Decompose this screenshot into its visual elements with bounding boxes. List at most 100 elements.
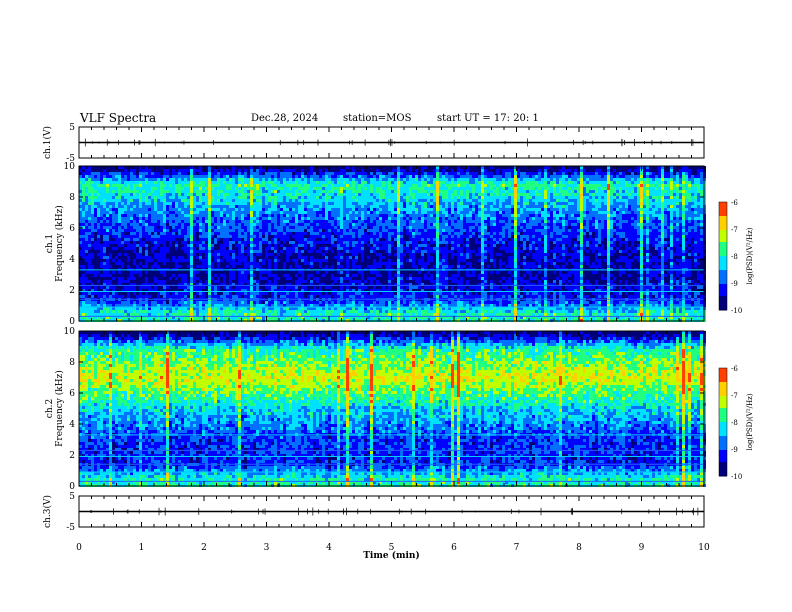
colorbar-cell — [719, 438, 727, 441]
colorbar-cell — [719, 296, 727, 299]
colorbar-cell — [719, 270, 727, 273]
x-tick-label: 9 — [639, 543, 645, 553]
colorbar-cell — [719, 392, 727, 395]
colorbar-cell — [719, 306, 727, 309]
colorbar-cell — [719, 244, 727, 247]
colorbar-cell — [719, 460, 727, 463]
colorbar-cell — [719, 294, 727, 297]
colorbar-cell — [719, 440, 727, 443]
colorbar-cell — [719, 448, 727, 451]
colorbar-cell — [719, 206, 727, 209]
x-tick-label: 7 — [514, 543, 520, 553]
colorbar-cell — [719, 272, 727, 275]
colorbar-cell — [719, 236, 727, 239]
y-tick-label: 2 — [69, 451, 75, 461]
colorbar-frame — [718, 201, 728, 311]
colorbar-cell — [719, 242, 727, 245]
colorbar-cell — [719, 252, 727, 255]
y-tick-label: 10 — [64, 327, 76, 337]
y-tick-label: 5 — [69, 492, 75, 502]
colorbar-cell — [719, 254, 727, 257]
colorbar-cell — [719, 404, 727, 407]
chart-title: VLF Spectra — [80, 111, 156, 125]
colorbar-cell — [719, 462, 727, 465]
colorbar-cell — [719, 268, 727, 271]
colorbar-cell — [719, 300, 727, 303]
colorbar-cell — [719, 238, 727, 241]
colorbar-tick-label: -8 — [731, 253, 738, 261]
colorbar-cell — [719, 210, 727, 213]
colorbar-label: log(PSD)(V²/Hz) — [746, 227, 754, 284]
colorbar-cell — [719, 218, 727, 221]
x-tick-label: 1 — [139, 543, 145, 553]
colorbar-cell — [719, 374, 727, 377]
y-tick-label: 6 — [69, 389, 75, 399]
colorbar-cell — [719, 208, 727, 211]
y-tick-label: -5 — [66, 154, 75, 164]
colorbar-tick-label: -6 — [731, 199, 738, 207]
colorbar-cell — [719, 250, 727, 253]
colorbar-tick-label: -9 — [731, 446, 738, 454]
colorbar-frame — [718, 367, 728, 477]
x-tick-label: 4 — [326, 543, 332, 553]
colorbar-cell — [719, 286, 727, 289]
colorbar-tick-label: -10 — [731, 473, 742, 481]
colorbar-cell — [719, 402, 727, 405]
colorbar-cell — [719, 398, 727, 401]
colorbar-cell — [719, 420, 727, 423]
y-axis-label: Frequency (kHz) — [54, 370, 65, 447]
y-tick-label: 6 — [69, 224, 75, 234]
colorbar-cell — [719, 284, 727, 287]
y-tick-label: 0 — [69, 482, 75, 492]
station-label: station=MOS — [343, 113, 411, 124]
colorbar-cell — [719, 248, 727, 251]
colorbar-cell — [719, 266, 727, 269]
colorbar-tick-label: -9 — [731, 280, 738, 288]
spectrogram-ch2 — [79, 331, 706, 487]
y-axis-label: ch.1 — [45, 234, 55, 253]
x-tick-label: 6 — [451, 543, 457, 553]
colorbar-cell — [719, 224, 727, 227]
colorbar-cell — [719, 430, 727, 433]
colorbar-cell — [719, 262, 727, 265]
date-label: Dec.28, 2024 — [251, 113, 318, 124]
y-tick-label: 4 — [69, 420, 75, 430]
colorbar-tick-label: -7 — [731, 226, 738, 234]
colorbar-tick-label: -7 — [731, 392, 738, 400]
colorbar-cell — [719, 442, 727, 445]
colorbar-cell — [719, 298, 727, 301]
colorbar-cell — [719, 292, 727, 295]
colorbar-cell — [719, 264, 727, 267]
y-tick-label: 5 — [69, 123, 75, 133]
y-axis-label: ch.2 — [45, 399, 55, 418]
colorbar-tick-label: -8 — [731, 419, 738, 427]
colorbar-cell — [719, 434, 727, 437]
colorbar-cell — [719, 258, 727, 261]
colorbar-cell — [719, 452, 727, 455]
colorbar-cell — [719, 384, 727, 387]
y-axis-label: Frequency (kHz) — [54, 205, 65, 282]
colorbar-tick-label: -6 — [731, 365, 738, 373]
colorbar-cell — [719, 280, 727, 283]
colorbar-cell — [719, 220, 727, 223]
colorbar-cell — [719, 408, 727, 411]
colorbar-cell — [719, 308, 727, 311]
colorbar-cell — [719, 232, 727, 235]
colorbar-cell — [719, 410, 727, 413]
colorbar-cell — [719, 372, 727, 375]
colorbar-label: log(PSD)(V²/Hz) — [746, 393, 754, 450]
y-tick-label: 4 — [69, 255, 75, 265]
colorbar-cell — [719, 228, 727, 231]
colorbar-cell — [719, 368, 727, 371]
colorbar-cell — [719, 422, 727, 425]
colorbar-cell — [719, 276, 727, 279]
colorbar-cell — [719, 406, 727, 409]
y-axis-label: ch.3(V) — [42, 495, 53, 528]
colorbar-cell — [719, 246, 727, 249]
colorbar-cell — [719, 416, 727, 419]
colorbar-cell — [719, 212, 727, 215]
colorbar-cell — [719, 396, 727, 399]
colorbar-cell — [719, 302, 727, 305]
colorbar-cell — [719, 202, 727, 205]
